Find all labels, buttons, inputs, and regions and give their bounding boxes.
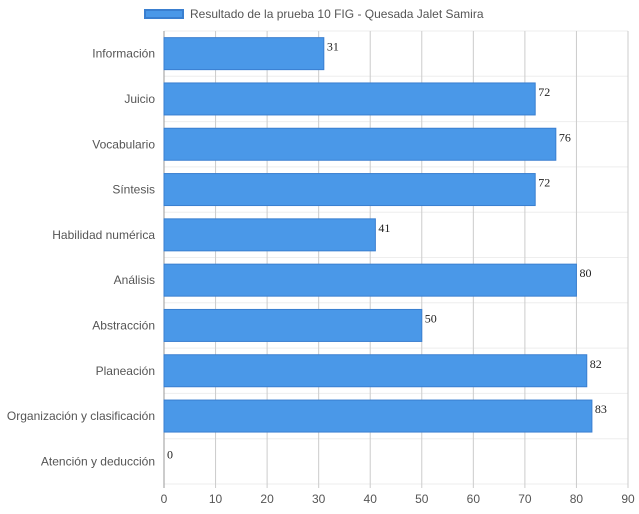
- y-category-label: Información: [92, 47, 155, 61]
- y-category-label: Análisis: [114, 273, 155, 287]
- y-category-label: Planeación: [96, 364, 155, 378]
- y-category-label: Abstracción: [92, 318, 155, 332]
- bar: [163, 354, 588, 388]
- data-label: 82: [590, 357, 602, 371]
- legend-swatch: [144, 9, 184, 19]
- x-tick-label: 0: [161, 492, 168, 506]
- bar: [163, 82, 536, 116]
- data-label: 80: [579, 266, 591, 280]
- x-tick-label: 90: [621, 492, 635, 506]
- y-category-label: Juicio: [124, 92, 155, 106]
- data-label: 72: [538, 176, 550, 190]
- x-tick-label: 40: [364, 492, 378, 506]
- bar: [163, 399, 593, 433]
- data-label: 72: [538, 85, 550, 99]
- data-label: 41: [378, 221, 390, 235]
- y-category-label: Organización y clasificación: [7, 409, 155, 423]
- data-label: 31: [327, 40, 339, 54]
- y-category-label: Atención y deducción: [41, 454, 155, 468]
- y-category-label: Habilidad numérica: [52, 228, 155, 242]
- bar: [163, 173, 536, 207]
- data-label: 0: [167, 447, 173, 461]
- x-tick-label: 20: [260, 492, 274, 506]
- x-tick-label: 70: [518, 492, 532, 506]
- x-tick-label: 80: [570, 492, 584, 506]
- bar: [163, 37, 325, 71]
- x-tick-label: 30: [312, 492, 326, 506]
- y-category-label: Síntesis: [112, 183, 155, 197]
- legend-label: Resultado de la prueba 10 FIG - Quesada …: [190, 7, 484, 21]
- x-tick-label: 50: [415, 492, 429, 506]
- bar: [163, 263, 577, 297]
- y-category-label: Vocabulario: [92, 137, 155, 151]
- bar: [163, 127, 557, 161]
- data-label: 50: [425, 311, 437, 325]
- data-label: 76: [559, 130, 571, 144]
- bar: [163, 218, 376, 252]
- chart-legend[interactable]: Resultado de la prueba 10 FIG - Quesada …: [144, 6, 484, 22]
- data-label: 83: [595, 402, 607, 416]
- bar: [163, 308, 423, 342]
- x-tick-label: 10: [209, 492, 223, 506]
- x-tick-label: 60: [467, 492, 481, 506]
